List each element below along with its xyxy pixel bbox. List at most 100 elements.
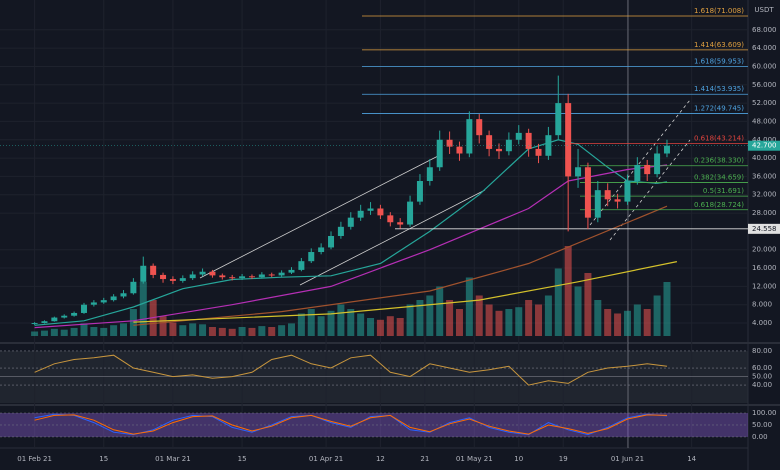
price-tag <box>748 140 780 151</box>
candle-body <box>397 222 404 225</box>
candle-body <box>189 274 196 279</box>
rsi-tick-label: 60.00 <box>752 364 772 372</box>
candle-body <box>278 272 285 276</box>
volume-bar <box>564 246 572 336</box>
volume-bar <box>554 268 562 336</box>
volume-bar <box>446 300 454 336</box>
volume-bar <box>129 309 137 336</box>
y-tick-label: 60.000 <box>752 62 777 70</box>
volume-bar <box>159 316 167 336</box>
rsi-band <box>0 350 748 403</box>
volume-bar <box>278 325 286 336</box>
volume-bar <box>623 310 631 336</box>
fib-label: 1.618(59.953) <box>694 58 744 66</box>
candle-body <box>179 278 186 281</box>
candle-body <box>31 323 38 325</box>
candle-body <box>337 226 344 236</box>
volume-bar <box>228 328 236 336</box>
candle-body <box>120 293 127 297</box>
candle-body <box>90 302 97 305</box>
x-tick-label: 14 <box>687 455 696 463</box>
volume-bar <box>544 295 552 336</box>
stoch-tick-label: 100.00 <box>752 409 777 417</box>
candle-body <box>110 296 117 301</box>
volume-bar <box>169 322 177 336</box>
candle-body <box>377 208 384 216</box>
volume-bar <box>258 326 266 336</box>
volume-bar <box>475 295 483 336</box>
candle-body <box>634 164 641 181</box>
candle-body <box>357 210 364 218</box>
y-tick-label: 40.000 <box>752 154 777 162</box>
volume-bar <box>120 323 128 336</box>
trend-line <box>199 154 441 279</box>
volume-bar <box>238 327 246 336</box>
y-tick-label: 36.000 <box>752 172 777 180</box>
stoch-tick-label: 50.00 <box>752 421 772 429</box>
y-tick-label: 16.000 <box>752 264 777 272</box>
volume-bar <box>584 273 592 336</box>
candle-body <box>71 312 78 316</box>
volume-bar <box>199 324 207 336</box>
candle-body <box>318 247 325 253</box>
volume-bar <box>663 282 671 336</box>
volume-bar <box>70 327 78 336</box>
candle-body <box>219 275 226 278</box>
candle-body <box>525 132 532 149</box>
fib-label: 1.414(63.609) <box>694 41 744 49</box>
volume-bar <box>110 325 118 336</box>
volume-bar <box>465 277 473 336</box>
candle-body <box>584 167 591 218</box>
candle-body <box>624 180 631 202</box>
fib-label: 0.382(34.659) <box>694 174 744 182</box>
candle-body <box>298 261 305 270</box>
x-tick-label: 01 Feb 21 <box>17 455 52 463</box>
rsi-tick-label: 40.00 <box>752 381 772 389</box>
candle-body <box>644 164 651 175</box>
volume-bar <box>574 286 582 336</box>
candle-body <box>308 252 315 262</box>
y-tick-label: 44.000 <box>752 136 777 144</box>
candle-body <box>199 271 206 275</box>
volume-bar <box>297 313 305 336</box>
candle-body <box>416 180 423 202</box>
candle-body <box>258 274 265 278</box>
volume-bar <box>327 310 335 336</box>
volume-bar <box>287 323 295 336</box>
volume-bar <box>307 309 315 336</box>
x-tick-label: 01 Apr 21 <box>309 455 343 463</box>
price-unit: USDT <box>754 6 774 14</box>
y-tick-label: 20.000 <box>752 246 777 254</box>
x-tick-label: 01 May 21 <box>456 455 493 463</box>
x-tick-label: 10 <box>514 455 523 463</box>
candle-body <box>654 153 661 175</box>
candle-body <box>594 190 601 218</box>
volume-bar <box>535 304 543 336</box>
volume-bar <box>436 286 444 336</box>
candle-body <box>614 199 621 202</box>
volume-bar <box>455 309 463 336</box>
volume-bar <box>525 300 533 336</box>
x-tick-label: 19 <box>559 455 568 463</box>
volume-bar <box>515 307 523 336</box>
volume-bar <box>248 327 256 336</box>
y-tick-label: 8.000 <box>752 301 772 309</box>
candle-body <box>51 317 58 322</box>
volume-bar <box>426 295 434 336</box>
volume-bar <box>139 282 147 336</box>
y-tick-label: 32.000 <box>752 191 777 199</box>
candle-body <box>505 139 512 152</box>
candle-body <box>100 300 107 303</box>
candle-body <box>387 215 394 223</box>
candle-body <box>604 190 611 200</box>
volume-bar <box>653 295 661 336</box>
fib-label: 1.618(71.008) <box>694 7 744 15</box>
volume-bar <box>40 330 48 336</box>
candle-body <box>209 271 216 276</box>
candle-body <box>347 217 354 227</box>
volume-bar <box>396 318 404 336</box>
candle-body <box>229 277 236 279</box>
x-tick-label: 15 <box>238 455 247 463</box>
volume-bar <box>594 300 602 336</box>
